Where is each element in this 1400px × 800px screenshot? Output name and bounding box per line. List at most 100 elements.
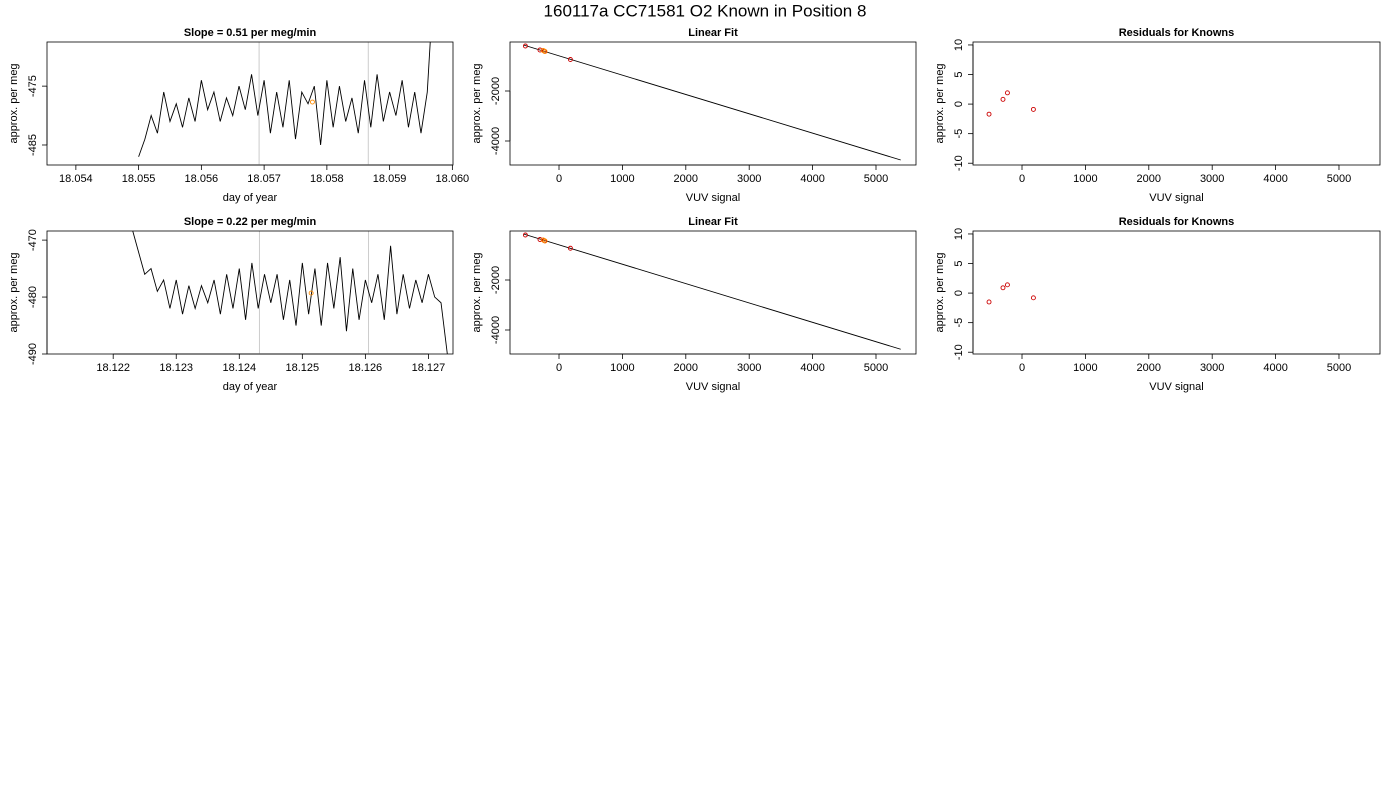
- x-tick-label: 3000: [737, 173, 761, 185]
- x-tick-label: 5000: [1327, 362, 1351, 374]
- x-tick-label: 18.127: [412, 362, 446, 374]
- data-point: [537, 47, 543, 53]
- data-point: [1004, 90, 1010, 96]
- panel-title: Residuals for Knowns: [1119, 27, 1235, 39]
- x-tick-label: 18.123: [159, 362, 193, 374]
- x-tick-label: 18.054: [59, 173, 93, 185]
- plot-frame: [509, 41, 917, 166]
- y-tick-label: -4000: [490, 127, 502, 155]
- plot-frame: [46, 230, 454, 355]
- y-tick-label: 5: [953, 260, 965, 266]
- x-tick-label: 18.056: [185, 173, 219, 185]
- x-tick-label: 4000: [800, 362, 824, 374]
- plot-area: [132, 231, 448, 354]
- plot-area: [522, 232, 901, 350]
- y-tick-label: -4000: [490, 316, 502, 344]
- y-axis-label: approx. per meg: [8, 63, 20, 143]
- x-tick-label: 1000: [610, 362, 634, 374]
- data-point: [308, 290, 314, 296]
- x-tick-label: 3000: [1200, 362, 1224, 374]
- y-tick-label: 10: [953, 39, 965, 51]
- data-point: [1030, 295, 1036, 301]
- data-point: [1004, 282, 1010, 288]
- x-tick-label: 0: [1019, 173, 1025, 185]
- x-axis-label: day of year: [223, 192, 278, 204]
- panel-title: Linear Fit: [688, 27, 738, 39]
- data-point: [986, 111, 992, 117]
- y-axis-label: approx. per meg: [934, 63, 946, 143]
- data-point: [567, 245, 573, 251]
- x-tick-label: 2000: [1137, 173, 1161, 185]
- panel: Slope = 0.22 per meg/min day of year appro…: [8, 216, 454, 393]
- y-tick-label: -2000: [490, 77, 502, 105]
- y-tick-label: -475: [27, 75, 39, 97]
- x-tick-label: 3000: [737, 362, 761, 374]
- plot-frame: [509, 230, 917, 355]
- data-point: [522, 232, 528, 238]
- x-tick-label: 1000: [610, 173, 634, 185]
- x-axis-label: VUV signal: [686, 192, 740, 204]
- x-tick-label: 4000: [800, 173, 824, 185]
- plot-area: [138, 42, 431, 165]
- x-tick-label: 18.060: [436, 173, 470, 185]
- data-point: [522, 43, 528, 49]
- plot-area: [522, 43, 901, 161]
- x-tick-label: 2000: [674, 362, 698, 374]
- x-tick-label: 1000: [1073, 362, 1097, 374]
- x-tick-label: 1000: [1073, 173, 1097, 185]
- x-tick-label: 0: [556, 362, 562, 374]
- y-tick-label: -490: [27, 343, 39, 365]
- data-point: [542, 49, 548, 54]
- x-tick-label: 5000: [864, 173, 888, 185]
- y-tick-label: -480: [27, 286, 39, 308]
- y-tick-label: -10: [953, 155, 965, 171]
- data-point: [309, 99, 315, 105]
- panel: Linear Fit VUV signal approx. per meg 0 1000…: [471, 216, 917, 393]
- y-tick-label: -485: [27, 134, 39, 156]
- plot-area: [986, 90, 1036, 117]
- data-point: [1000, 96, 1006, 102]
- data-point: [1030, 106, 1036, 112]
- data-line: [523, 44, 901, 161]
- y-axis-label: approx. per meg: [471, 63, 483, 143]
- data-line: [132, 231, 448, 354]
- plot-frame: [972, 230, 1381, 355]
- x-tick-label: 4000: [1263, 173, 1287, 185]
- data-point: [537, 237, 543, 242]
- plot-frame: [46, 41, 454, 166]
- data-line: [523, 233, 901, 350]
- panel-title: Slope = 0.51 per meg/min: [184, 27, 317, 39]
- plot-frame: [972, 41, 1381, 166]
- panel-title: Slope = 0.22 per meg/min: [184, 216, 317, 228]
- x-tick-label: 18.057: [247, 173, 281, 185]
- x-tick-label: 18.059: [373, 173, 407, 185]
- y-tick-label: 0: [953, 290, 965, 296]
- data-point: [567, 57, 573, 62]
- y-axis-label: approx. per meg: [471, 252, 483, 332]
- panel: Linear Fit VUV signal approx. per meg 0 1000…: [471, 27, 917, 204]
- x-tick-label: 5000: [1327, 173, 1351, 185]
- x-tick-label: 0: [556, 173, 562, 185]
- data-line: [138, 42, 431, 157]
- x-tick-label: 5000: [864, 362, 888, 374]
- x-axis-label: VUV signal: [1149, 192, 1203, 204]
- x-tick-label: 18.055: [122, 173, 156, 185]
- x-tick-label: 4000: [1263, 362, 1287, 374]
- x-tick-label: 2000: [1137, 362, 1161, 374]
- x-tick-label: 18.125: [285, 362, 319, 374]
- data-point: [986, 299, 992, 305]
- x-axis-label: VUV signal: [686, 381, 740, 393]
- x-tick-label: 2000: [674, 173, 698, 185]
- x-axis-label: day of year: [223, 381, 278, 393]
- y-tick-label: 10: [953, 228, 965, 240]
- panel-title: Residuals for Knowns: [1119, 216, 1235, 228]
- x-tick-label: 18.126: [349, 362, 383, 374]
- figure-title: 160117a CC71581 O2 Known in Position 8: [544, 1, 867, 20]
- x-tick-label: 18.124: [222, 362, 256, 374]
- panel: Residuals for Knowns VUV signal approx. pe…: [934, 27, 1381, 204]
- y-axis-label: approx. per meg: [8, 252, 20, 332]
- y-tick-label: 0: [953, 101, 965, 107]
- y-tick-label: -470: [27, 229, 39, 251]
